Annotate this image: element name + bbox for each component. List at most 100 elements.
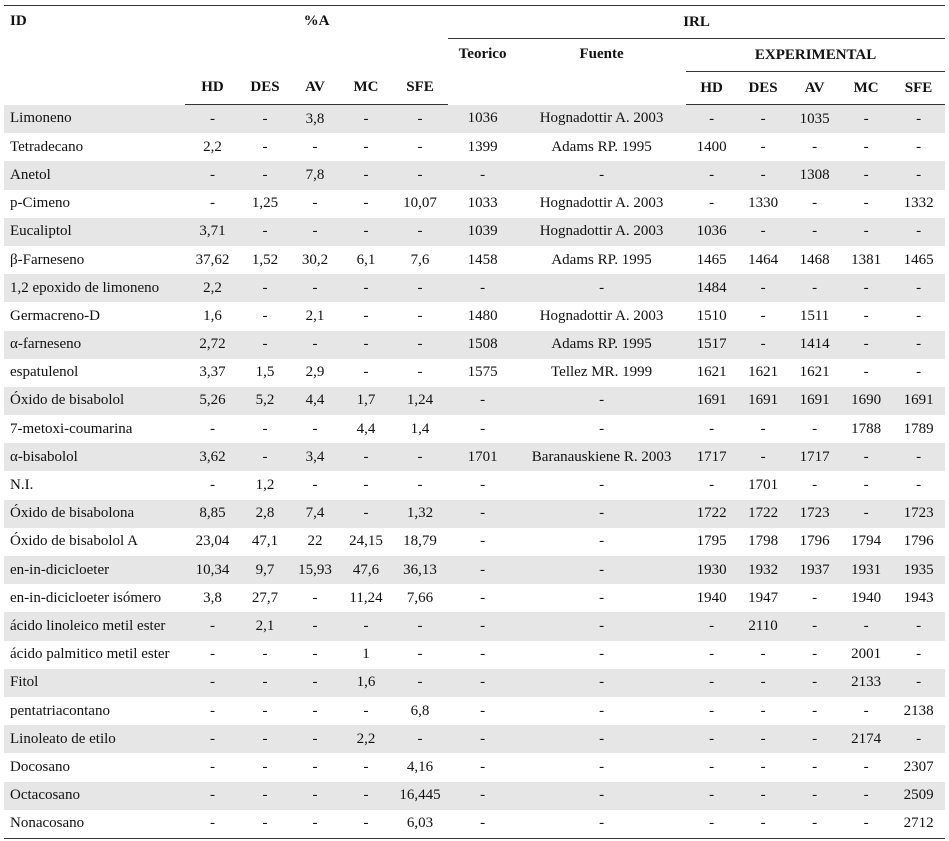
table-cell: -	[840, 809, 893, 839]
table-cell: 24,15	[349, 533, 383, 550]
table-row: en-in-dicicloeter 10,34 9,7 15,93 47,6 36,13-…	[4, 556, 946, 585]
table-cell: -	[392, 725, 449, 754]
table-cell: -	[262, 138, 268, 155]
table-cell: 1465	[903, 251, 934, 268]
table-cell: 1,52	[251, 251, 279, 268]
table-cell: 1330	[748, 195, 779, 212]
table-cell: -	[812, 646, 818, 663]
table-cell: 1701	[448, 443, 518, 472]
compound-name: Óxido de bisabolol	[4, 386, 185, 416]
table-cell: 1788	[851, 420, 882, 437]
header-cell: SFE	[892, 71, 946, 105]
table-cell: -	[210, 477, 215, 494]
header-cell: ID	[4, 5, 185, 105]
table-cell: -	[916, 646, 922, 663]
table-cell: 1480	[467, 307, 498, 324]
table-cell: -	[789, 809, 841, 839]
table-row: ácido linoleico metil ester -2,1- - - - - -211…	[4, 612, 946, 641]
table-cell: -	[840, 330, 893, 359]
table-cell: -	[240, 274, 290, 303]
table-cell: 1458	[467, 251, 498, 268]
table-cell: -	[840, 274, 893, 303]
table-cell: 3,62	[185, 443, 240, 472]
compound-name: Óxido de bisabolol A	[10, 533, 138, 550]
table-cell: -	[892, 725, 946, 754]
table-cell: 6,1	[356, 251, 376, 268]
table-cell: -	[916, 138, 922, 155]
header-cell: EXPERIMENTAL	[686, 38, 946, 72]
compound-name: β-Farneseno	[10, 251, 85, 268]
table-cell: 36,13	[392, 556, 449, 585]
table-cell: 3,8	[290, 104, 340, 134]
table-cell: 3,8	[203, 589, 222, 606]
table-cell: 1036	[686, 217, 738, 246]
table-cell: -	[363, 702, 369, 719]
table-cell: 1789	[903, 420, 934, 437]
table-cell: 2,1	[305, 307, 325, 324]
table-cell: -	[262, 307, 268, 324]
table-cell: -	[599, 533, 605, 550]
table-row: ácido palmitico metil ester - - - 1 - - - - - - 200…	[4, 641, 945, 669]
table-cell: -	[892, 274, 946, 303]
table-cell: -	[517, 161, 687, 190]
table-cell: 5,2	[240, 386, 290, 416]
compound-name: Linoleato de etilo	[4, 725, 185, 754]
table-cell: -	[392, 217, 449, 246]
table-cell: -	[340, 499, 392, 528]
compound-name: en-in-dicicloeter isómero	[10, 589, 162, 606]
table-cell: 1930	[686, 556, 738, 585]
header-cell: %A	[185, 5, 449, 72]
table-cell: -	[417, 307, 423, 324]
table-cell: -	[340, 217, 392, 246]
table-cell: 1701	[748, 477, 779, 494]
table-cell: 1036	[448, 104, 518, 134]
table-cell: -	[812, 477, 818, 494]
table-cell: -	[448, 499, 518, 528]
table-cell: -	[290, 668, 340, 697]
table-cell: 1414	[789, 330, 841, 359]
table-cell: -	[480, 533, 486, 550]
table-cell: -	[340, 104, 392, 134]
table-cell: -	[312, 420, 318, 437]
table-cell: 1,24	[392, 386, 449, 416]
table-cell: -	[892, 668, 946, 697]
table-row: Óxido de bisabolol 5,26 5,2 4,4 1,7 1,24- -169…	[4, 386, 946, 416]
table-cell: 2133	[840, 668, 893, 697]
table-cell: 2,2	[203, 138, 222, 155]
header-cell: MC	[840, 71, 893, 105]
table-cell: -	[709, 646, 715, 663]
table-row: pentatriacontano - - - - 6,8 - - - - - - 2138	[4, 697, 945, 725]
table-cell: 2,9	[305, 364, 325, 381]
table-cell: -	[517, 809, 687, 839]
table-row: Eucaliptol 3,71- - - -1039 Hognadottir A. 200…	[4, 217, 946, 246]
table-cell: Hognadottir A. 2003	[539, 195, 664, 212]
table-cell: 3,4	[290, 443, 340, 472]
table-cell: -	[363, 307, 369, 324]
table-cell: 1,5	[255, 364, 275, 381]
table-cell: -	[240, 104, 290, 134]
compound-name: Limoneno	[4, 104, 185, 134]
table-cell: 1517	[686, 330, 738, 359]
table-row: espatulenol 3,37 1,5 2,9 - - 1575 Tellez MR. 19…	[4, 359, 945, 387]
table-cell: -	[863, 195, 869, 212]
table-cell: 1621	[696, 364, 727, 381]
table-cell: -	[686, 809, 738, 839]
table-cell: -	[363, 138, 369, 155]
table-cell: -	[517, 612, 687, 641]
table-cell: 1,4	[410, 420, 430, 437]
table-cell: -	[517, 668, 687, 697]
table-row: Nonacosano - - - -6,03- - - - - -2712	[4, 809, 946, 839]
table-cell: -	[737, 217, 790, 246]
table-cell: 1935	[892, 556, 946, 585]
table-cell: 1796	[903, 533, 934, 550]
table-cell: -	[185, 725, 240, 754]
table-cell: 1691	[789, 386, 841, 416]
table-cell: 1332	[903, 195, 934, 212]
table-cell: -	[863, 758, 869, 775]
compound-name: Fitol	[4, 668, 185, 697]
table-cell: -	[812, 758, 818, 775]
table-cell: 3,37	[199, 364, 226, 381]
table-cell: -	[210, 758, 215, 775]
table-cell: -	[789, 668, 841, 697]
